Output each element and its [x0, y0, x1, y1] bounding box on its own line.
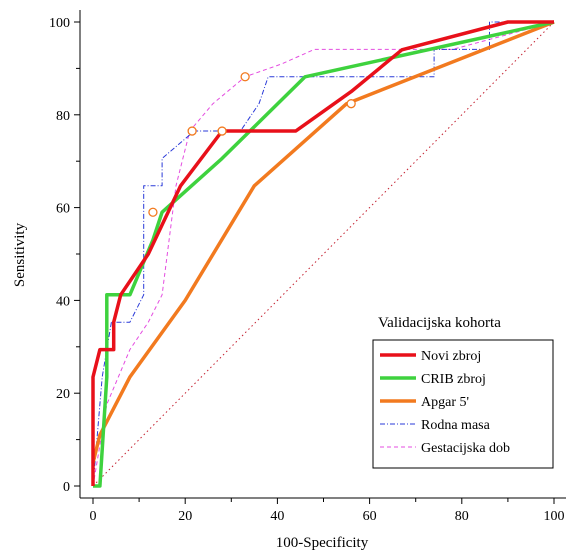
y-tick-label: 40: [56, 294, 70, 309]
x-tick-label: 80: [455, 509, 469, 524]
legend: Novi zbroj CRIB zbroj Apgar 5' Rodna masa Ge…: [372, 339, 554, 469]
series-line-novi-zbroj: [91, 20, 554, 486]
y-tick-label: 20: [56, 387, 70, 402]
legend-label: Rodna masa: [421, 418, 491, 433]
x-tick-label: 40: [270, 509, 284, 524]
legend-label: Gestacijska dob: [421, 441, 510, 456]
x-axis-label: 100-Specificity: [276, 535, 369, 551]
cutoff-marker: [187, 126, 197, 136]
x-tick-label: 60: [363, 509, 377, 524]
legend-label: CRIB zbroj: [421, 372, 486, 387]
cutoff-marker: [217, 126, 227, 136]
legend-label: Apgar 5': [421, 395, 469, 410]
series-line-rodna-masa: [92, 21, 554, 487]
series-line-reference-diagonal: [92, 21, 555, 487]
y-tick-label: 100: [49, 16, 70, 31]
y-axis-label: Sensitivity: [12, 222, 28, 287]
x-tick-label: 20: [178, 509, 192, 524]
cutoff-marker: [148, 207, 158, 217]
plot-area: 0 20 40 60 80 100 0 20 40 60 80 100: [49, 10, 566, 524]
legend-title: Validacijska kohorta: [378, 315, 501, 331]
x-tick-label: 100: [544, 509, 565, 524]
legend-label: Novi zbroj: [421, 349, 481, 364]
y-tick-label: 60: [56, 202, 70, 217]
series-line-gestacijska-dob: [92, 21, 555, 487]
cutoff-marker: [346, 99, 356, 109]
x-tick-label: 0: [90, 509, 97, 524]
cutoff-marker: [240, 72, 250, 82]
y-tick-label: 0: [63, 480, 70, 495]
y-tick-label: 80: [56, 109, 70, 124]
